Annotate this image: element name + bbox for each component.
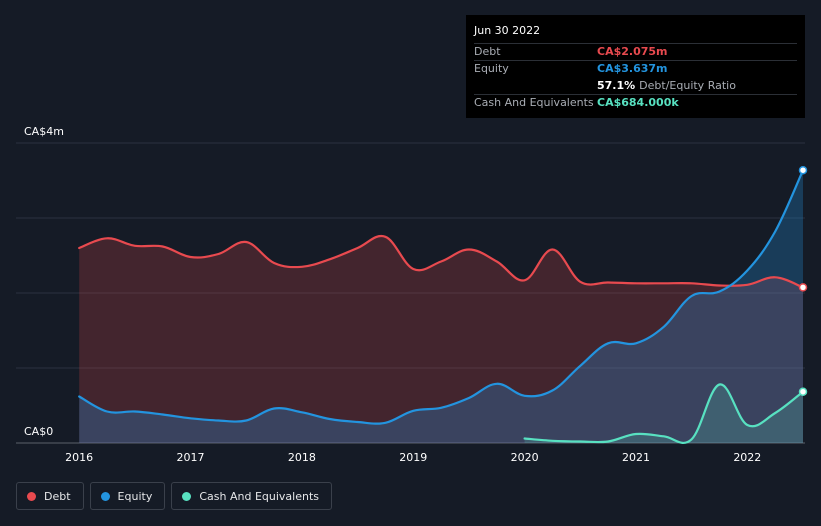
- area-equity: [79, 170, 804, 443]
- x-tick-label-2017: 2017: [177, 451, 205, 464]
- tooltip-debt-label: Debt: [474, 45, 501, 58]
- tooltip-date: Jun 30 2022: [474, 24, 541, 37]
- series-lines: [78, 169, 805, 444]
- legend-dot-debt: [27, 491, 36, 501]
- end-point-cash: [798, 387, 808, 396]
- line-cash: [523, 383, 805, 444]
- x-tick-label-2020: 2020: [511, 451, 539, 464]
- legend-dot-equity: [100, 491, 110, 501]
- tooltip-cash-value: CA$684.000k: [597, 96, 679, 109]
- grid-lines: [16, 142, 805, 444]
- tooltip-debt-value: CA$2.075m: [597, 45, 668, 58]
- x-tick-label-2019: 2019: [399, 451, 427, 464]
- tooltip-debt-row: Debt CA$2.075m: [474, 43, 797, 60]
- y-tick-label-4: CA$4m: [24, 125, 64, 138]
- tooltip-ratio-row: 57.1% Debt/Equity Ratio: [474, 77, 797, 94]
- x-tick-label-2022: 2022: [733, 451, 761, 464]
- chart-legend: Debt Equity Cash And Equivalents: [16, 482, 332, 510]
- area-debt: [79, 236, 804, 443]
- legend-item-cash[interactable]: Cash And Equivalents: [171, 482, 332, 510]
- x-tick-label-2021: 2021: [622, 451, 650, 464]
- tooltip-equity-label: Equity: [474, 62, 509, 75]
- legend-label-debt: Debt: [44, 489, 71, 503]
- tooltip-panel: Jun 30 2022 Debt CA$2.075m Equity CA$3.6…: [466, 15, 805, 118]
- tooltip-equity-row: Equity CA$3.637m: [474, 60, 797, 77]
- tooltip-ratio-label: Debt/Equity Ratio: [639, 79, 736, 92]
- legend-label-equity: Equity: [117, 489, 153, 503]
- series-areas: [79, 170, 804, 443]
- end-point-debt: [798, 283, 808, 292]
- line-debt: [78, 234, 805, 289]
- legend-item-equity[interactable]: Equity: [89, 482, 166, 510]
- axis-tick-labels: CA$4m CA$0 2016 2017 2018 2019 2020 2021 2022: [24, 125, 761, 464]
- line-equity: [78, 169, 805, 425]
- end-point-equity: [798, 165, 808, 175]
- legend-dot-cash: [182, 491, 192, 501]
- tooltip-cash-label: Cash And Equivalents: [474, 96, 594, 109]
- y-tick-label-0: CA$0: [24, 425, 53, 438]
- x-tick-label-2016: 2016: [65, 451, 93, 464]
- tooltip-ratio-value: 57.1%: [597, 79, 636, 92]
- x-tick-label-2018: 2018: [288, 451, 316, 464]
- legend-item-debt[interactable]: Debt: [16, 482, 84, 510]
- area-cash: [524, 384, 803, 443]
- legend-label-cash: Cash And Equivalents: [199, 489, 319, 503]
- end-points: [798, 165, 808, 396]
- tooltip-equity-value: CA$3.637m: [597, 62, 668, 75]
- tooltip-cash-row: Cash And Equivalents CA$684.000k: [474, 94, 797, 111]
